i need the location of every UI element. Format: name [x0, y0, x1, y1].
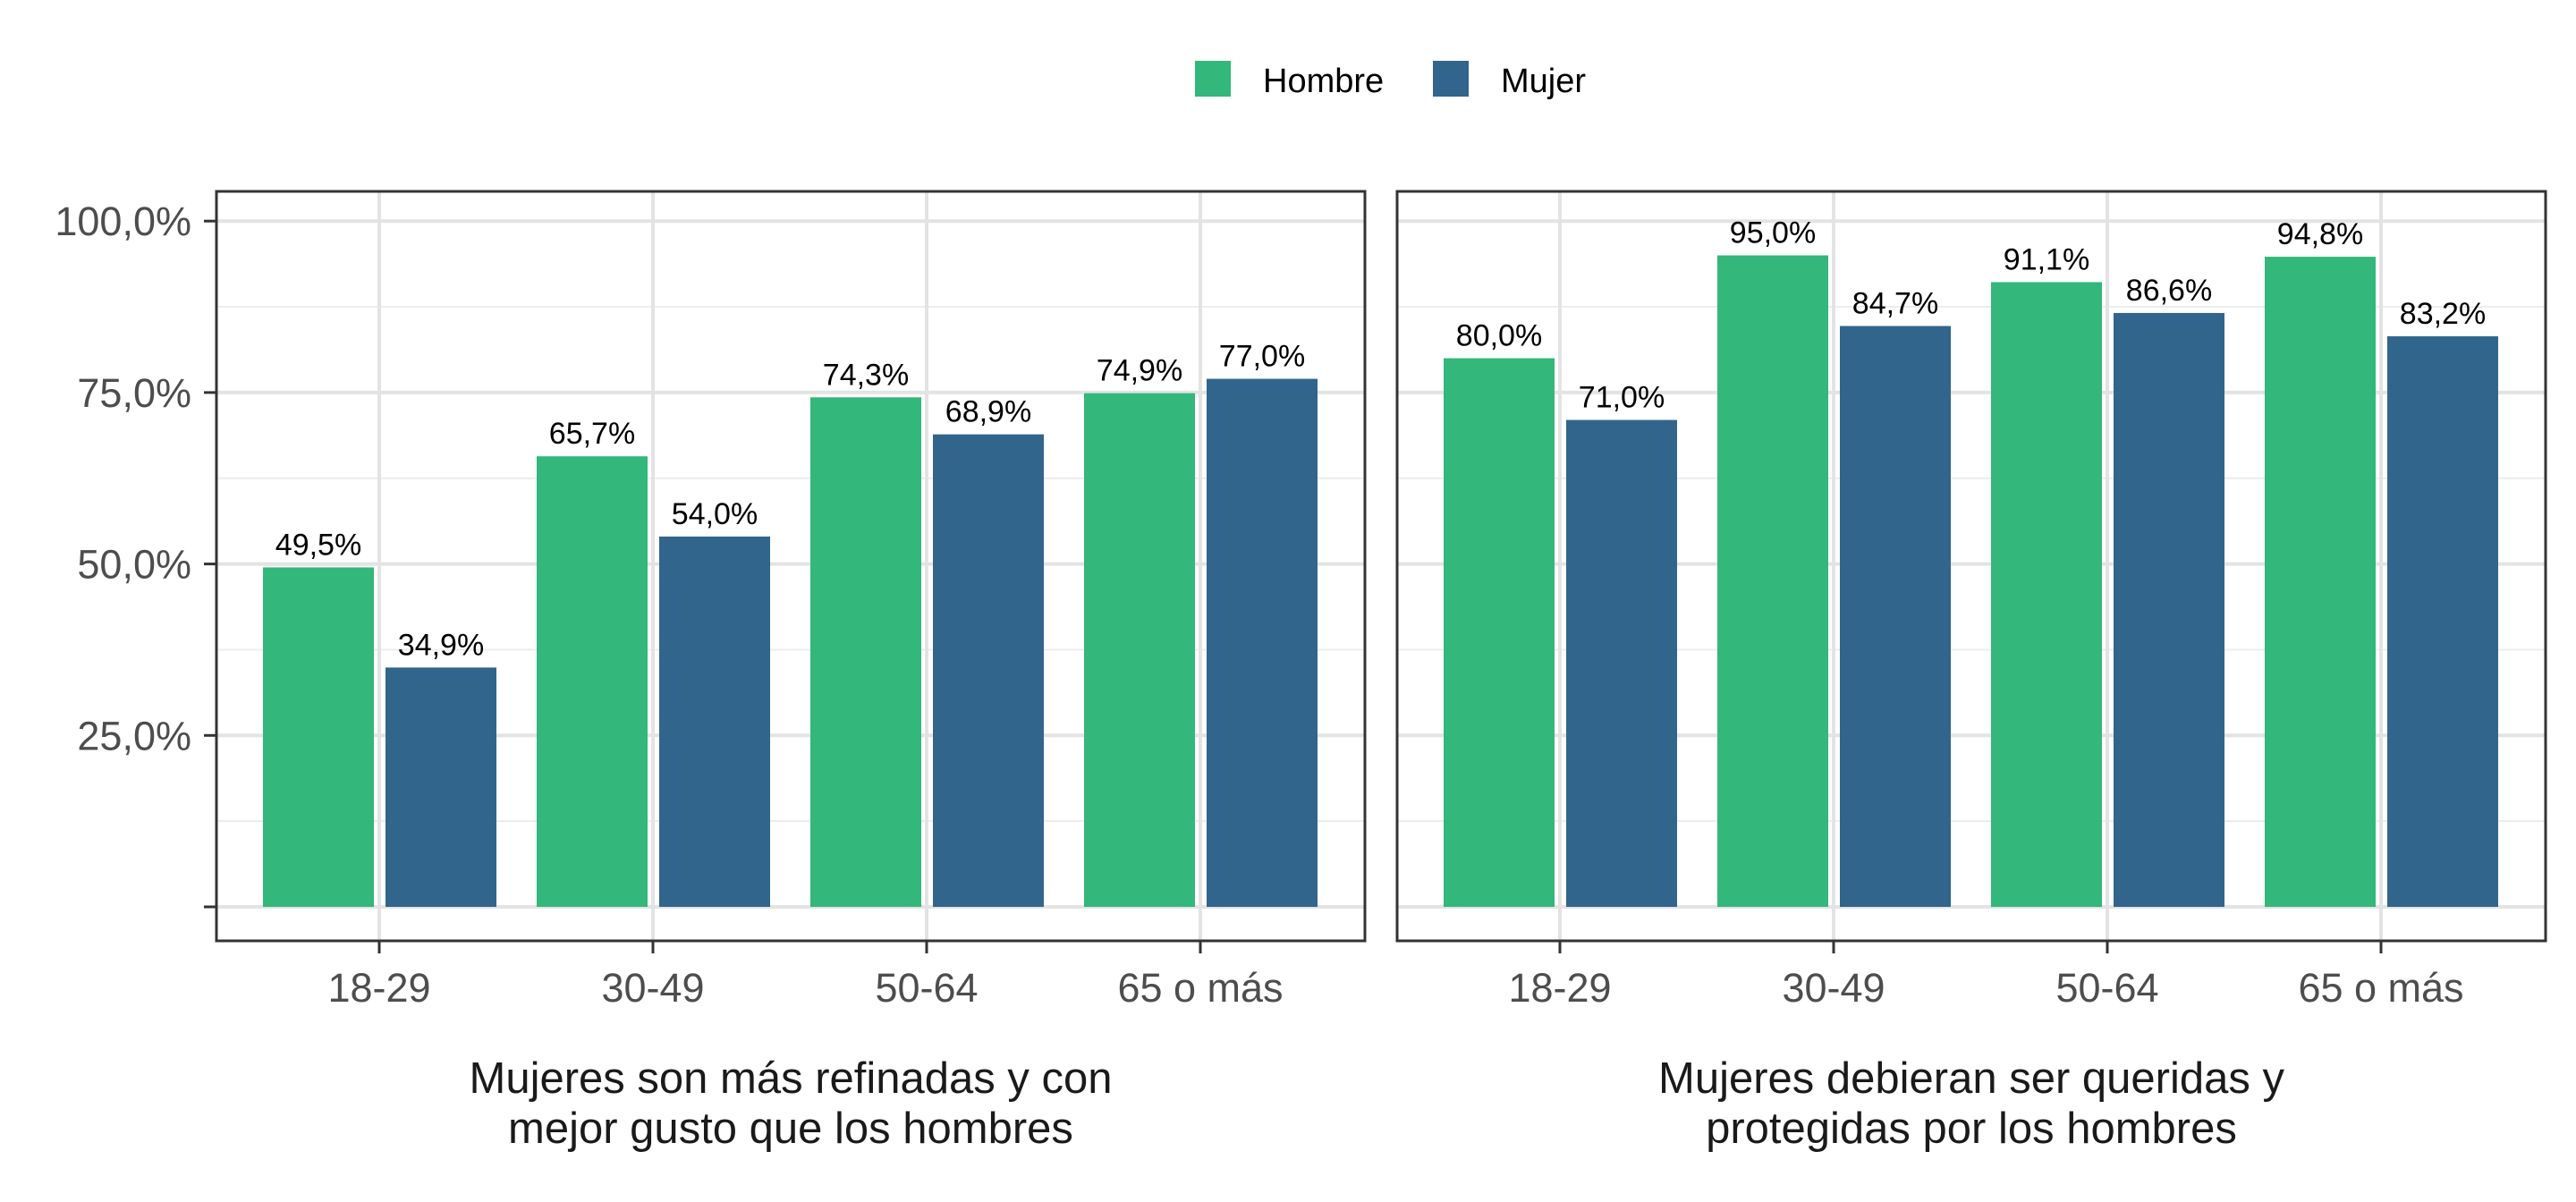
panel-title-line: Mujeres son más refinadas y con [470, 1054, 1113, 1103]
bar-hombre-18-29 [1444, 358, 1555, 907]
y-axis: 25,0% 50,0% 75,0% 100,0% [55, 199, 216, 909]
x-tick-label: 65 o más [2298, 965, 2463, 1011]
bar-value-label: 74,3% [823, 358, 909, 392]
x-tick-label: 50-64 [875, 965, 978, 1011]
bar-value-label: 65,7% [549, 417, 635, 451]
legend-item-mujer: Mujer [1433, 61, 1586, 100]
chart-panels: 49,5% 34,9% 65,7% 54,0% 74,3% 68,9% 74,9% 77,0%… [215, 190, 2547, 1153]
y-tick-label: 50,0% [77, 542, 191, 588]
bar-value-label: 49,5% [275, 528, 361, 562]
bar-mujer-30-49 [659, 536, 770, 907]
panel-title-line: Mujeres debieran ser queridas y [1658, 1054, 2284, 1103]
x-tick-label: 30-49 [1782, 965, 1885, 1011]
legend-swatch [1195, 61, 1231, 97]
legend-swatch [1433, 61, 1469, 97]
bar-hombre-65-o-más [2265, 257, 2376, 907]
bar-value-label: 80,0% [1456, 319, 1542, 353]
panel-border [1395, 190, 2547, 943]
bar-value-label: 74,9% [1097, 354, 1182, 388]
panel-2: 80,0% 71,0% 95,0% 84,7% 91,1% 86,6% 94,8% 83,2%… [1395, 190, 2547, 1153]
y-tick-label: 25,0% [77, 713, 191, 758]
bar-value-label: 34,9% [398, 628, 484, 662]
bar-hombre-50-64 [1991, 282, 2102, 907]
bar-mujer-18-29 [386, 667, 496, 907]
bar-hombre-50-64 [810, 397, 921, 908]
bar-mujer-65-o-más [1207, 378, 1318, 908]
bar-value-label: 77,0% [1219, 340, 1305, 374]
bar-value-label: 71,0% [1579, 381, 1665, 415]
panel-title-line: protegidas por los hombres [1706, 1105, 2237, 1153]
x-tick-label: 50-64 [2055, 965, 2158, 1011]
bar-value-label: 68,9% [945, 395, 1031, 429]
x-tick-label: 18-29 [1508, 965, 1611, 1011]
bar-mujer-65-o-más [2387, 336, 2498, 907]
bar-value-label: 95,0% [1730, 216, 1816, 250]
x-tick-label: 65 o más [1117, 965, 1283, 1011]
legend-label: Mujer [1501, 63, 1586, 100]
bar-value-label: 86,6% [2126, 274, 2212, 308]
bar-mujer-30-49 [1840, 326, 1951, 907]
bar-value-label: 83,2% [2400, 297, 2486, 331]
y-tick-label: 100,0% [55, 199, 191, 244]
y-tick-label: 75,0% [77, 370, 191, 416]
x-tick-label: 18-29 [327, 965, 430, 1011]
bar-mujer-50-64 [2114, 312, 2224, 908]
panel-border [215, 190, 1367, 943]
x-tick-label: 30-49 [601, 965, 704, 1011]
bar-hombre-30-49 [537, 456, 648, 907]
panel-title-line: mejor gusto que los hombres [508, 1105, 1073, 1153]
bar-value-label: 94,8% [2277, 217, 2363, 251]
bar-value-label: 54,0% [672, 497, 758, 531]
bar-mujer-50-64 [933, 434, 1044, 907]
panel-1: 49,5% 34,9% 65,7% 54,0% 74,3% 68,9% 74,9% 77,0%… [215, 190, 1367, 1153]
legend: Hombre Mujer [1195, 61, 1586, 100]
bar-hombre-30-49 [1717, 255, 1828, 907]
legend-label: Hombre [1263, 63, 1384, 100]
bar-value-label: 91,1% [2004, 242, 2089, 276]
bar-mujer-18-29 [1566, 419, 1677, 907]
legend-item-hombre: Hombre [1195, 61, 1384, 100]
bar-hombre-18-29 [263, 567, 374, 907]
bar-value-label: 84,7% [1852, 287, 1938, 321]
bar-hombre-65-o-más [1084, 393, 1195, 907]
